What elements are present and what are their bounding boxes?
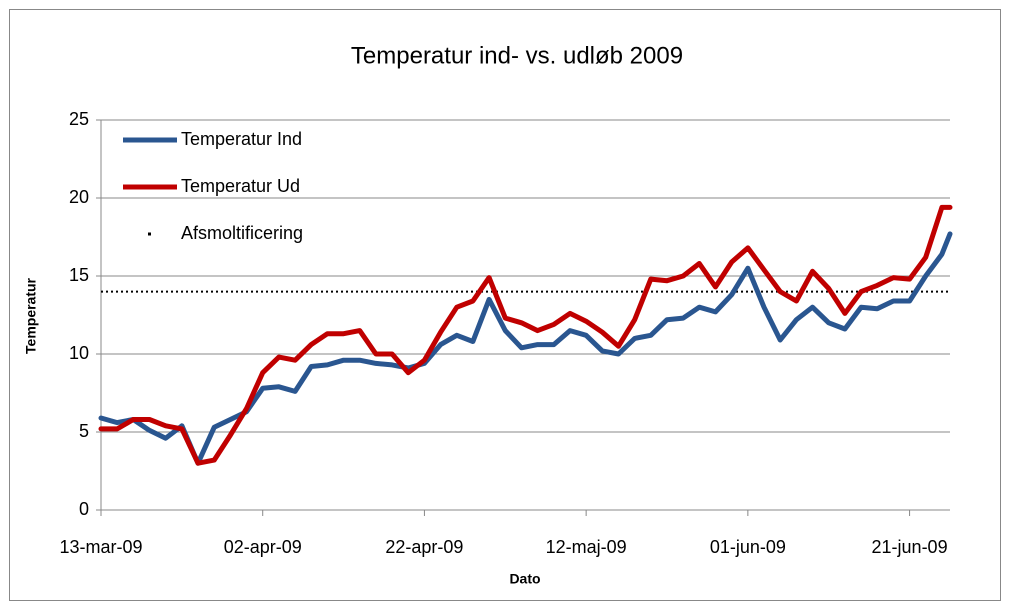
x-tick-label: 12-maj-09 [546, 537, 627, 557]
chart-border [9, 9, 1001, 601]
y-tick-label: 15 [69, 265, 89, 285]
x-tick-label: 02-apr-09 [224, 537, 302, 557]
legend-label: Afsmoltificering [181, 223, 303, 243]
legend-label: Temperatur Ind [181, 129, 302, 149]
y-axis-label: Temperatur [23, 277, 39, 354]
x-axis-label: Dato [509, 571, 540, 587]
x-tick-label: 01-jun-09 [710, 537, 786, 557]
x-tick-label: 21-jun-09 [872, 537, 948, 557]
data-line [98, 204, 953, 466]
y-tick-label: 0 [79, 499, 89, 519]
chart-title: Temperatur ind- vs. udløb 2009 [351, 42, 683, 69]
x-tick-label: 13-mar-09 [59, 537, 142, 557]
y-tick-label: 10 [69, 343, 89, 363]
legend-label: Temperatur Ud [181, 176, 300, 196]
legend-swatch [148, 232, 151, 236]
y-tick-label: 25 [69, 109, 89, 129]
y-tick-label: 5 [79, 421, 89, 441]
x-tick-label: 22-apr-09 [385, 537, 463, 557]
y-tick-label: 20 [69, 187, 89, 207]
